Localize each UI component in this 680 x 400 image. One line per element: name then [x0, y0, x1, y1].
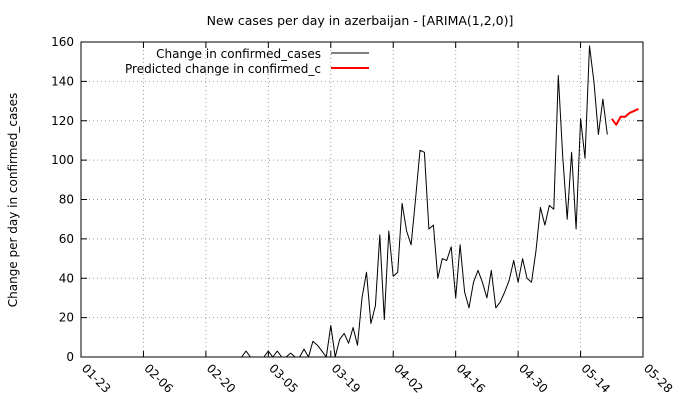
x-tick-label: 03-05 [266, 361, 301, 396]
y-tick-label: 40 [59, 271, 74, 285]
y-axis-label: Change per day in confirmed_cases [6, 93, 20, 308]
y-tick-label: 60 [59, 232, 74, 246]
y-tick-label: 20 [59, 311, 74, 325]
x-tick-label: 04-16 [454, 361, 489, 396]
legend-label-confirmed: Change in confirmed_cases [156, 47, 321, 61]
y-tick-label: 120 [51, 114, 74, 128]
x-tick-label: 04-30 [516, 361, 551, 396]
y-tick-label: 80 [59, 193, 74, 207]
x-tick-label: 04-02 [391, 361, 426, 396]
x-tick-label: 02-06 [141, 361, 176, 396]
series-line-predicted [610, 107, 639, 126]
y-tick-label: 0 [66, 350, 74, 364]
x-tick-label: 05-28 [641, 361, 676, 396]
grid [81, 42, 643, 357]
legend-label-predicted: Predicted change in confirmed_c [125, 62, 321, 76]
series-line-confirmed [241, 45, 608, 358]
y-tick-label: 140 [51, 74, 74, 88]
x-tick-label: 03-19 [329, 361, 364, 396]
x-tick-label: 02-20 [204, 361, 239, 396]
legend: Change in confirmed_cases Predicted chan… [125, 47, 369, 76]
x-tick-label: 01-23 [79, 361, 114, 396]
y-tick-label: 160 [51, 35, 74, 49]
series-lines [241, 45, 639, 358]
x-tick-label: 05-14 [578, 361, 613, 396]
chart-title: New cases per day in azerbaijan - [ARIMA… [207, 13, 514, 28]
axis-ticks: 0 20 40 60 80 100 120 140 160 01-23 02-06 02-20 03-0… [51, 35, 675, 396]
y-tick-label: 100 [51, 153, 74, 167]
